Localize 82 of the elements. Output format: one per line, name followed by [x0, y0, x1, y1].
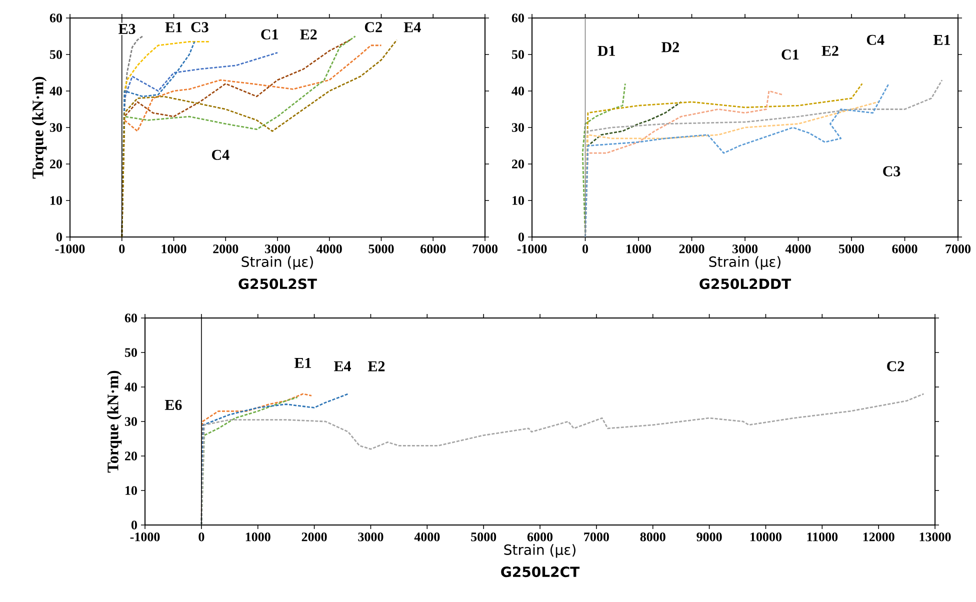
annotation: E6 — [164, 400, 182, 410]
annotation: C2 — [364, 22, 382, 32]
x-tick-label: 2000 — [679, 244, 704, 254]
x-axis-title: Strain (με) — [709, 256, 780, 270]
annotation: E1 — [934, 34, 950, 45]
x-tick-label: 3000 — [732, 244, 758, 254]
annotation: E1 — [294, 358, 311, 368]
y-tick-label: 10 — [50, 196, 62, 205]
x-tick-label: 1000 — [246, 532, 270, 542]
x-tick-label: 4000 — [785, 244, 811, 254]
x-tick-label: 6000 — [420, 244, 446, 254]
x-tick-label: 10000 — [750, 532, 782, 542]
y-tick-label: 20 — [125, 452, 137, 460]
y-tick-label: 50 — [124, 348, 137, 357]
x-tick-label: 11000 — [807, 532, 838, 542]
y-tick-label: 0 — [56, 232, 62, 242]
x-tick-label: 3000 — [358, 532, 384, 542]
y-tick-label: 50 — [50, 50, 62, 59]
x-tick-label: 8000 — [640, 532, 666, 542]
x-tick-label: 0 — [582, 244, 588, 254]
y-tick-label: 30 — [50, 123, 62, 132]
y-tick-label: 20 — [50, 160, 62, 168]
annotation: C4 — [866, 34, 884, 45]
y-tick-label: 20 — [512, 160, 524, 168]
y-tick-label: 60 — [512, 14, 524, 22]
annotation: C2 — [887, 361, 904, 372]
annotation: C3 — [883, 166, 900, 176]
text: G250L2DDT — [700, 278, 792, 290]
y-tick-label: 40 — [50, 86, 62, 96]
x-tick-label: 2000 — [302, 532, 327, 542]
text: G250L2ST — [238, 278, 317, 290]
x-tick-label: 6000 — [892, 244, 918, 254]
y-tick-label: 40 — [124, 382, 137, 392]
annotation: C3 — [191, 22, 208, 32]
x-tick-label: 3000 — [264, 244, 290, 254]
annotation: E1 — [165, 22, 182, 32]
y-axis-title: Torque (kN·m) — [32, 76, 47, 179]
y-tick-label: 30 — [512, 123, 524, 132]
x-tick-label: -1000 — [55, 244, 85, 254]
y-tick-label: 40 — [512, 86, 524, 96]
x-tick-label: 12000 — [863, 532, 894, 542]
x-tick-label: 0 — [119, 244, 125, 254]
y-tick-label: 60 — [50, 14, 62, 22]
x-tick-label: 4000 — [414, 532, 440, 542]
annotation: D2 — [662, 42, 679, 52]
annotation: E2 — [300, 29, 317, 40]
x-tick-label: -1000 — [517, 244, 547, 254]
x-tick-label: 9000 — [696, 532, 722, 542]
x-tick-label: 6000 — [527, 532, 553, 542]
annotation: E3 — [118, 24, 136, 34]
x-tick-label: 13000 — [920, 532, 951, 542]
x-tick-label: 1000 — [162, 244, 186, 254]
y-tick-label: 10 — [512, 196, 524, 205]
x-tick-label: 5000 — [471, 532, 496, 542]
x-tick-label: 0 — [198, 532, 204, 542]
y-tick-label: 0 — [131, 520, 137, 530]
annotation: E2 — [368, 361, 385, 372]
x-axis-title: Strain (με) — [504, 544, 576, 558]
annotation: C4 — [212, 150, 230, 160]
y-tick-label: 30 — [124, 417, 137, 426]
x-tick-label: 7000 — [946, 244, 971, 254]
y-tick-label: 60 — [124, 314, 137, 322]
y-tick-label: 50 — [512, 50, 524, 59]
annotation: D1 — [598, 46, 615, 56]
annotation: C1 — [261, 29, 278, 40]
x-tick-label: 4000 — [316, 244, 342, 254]
x-tick-label: 5000 — [368, 244, 394, 254]
x-tick-label: 5000 — [839, 244, 864, 254]
annotation: E4 — [334, 361, 351, 372]
x-tick-label: 7000 — [472, 244, 498, 254]
x-tick-label: 1000 — [626, 244, 652, 254]
x-axis-title: Strain (με) — [242, 256, 313, 270]
y-tick-label: 0 — [518, 232, 524, 242]
x-tick-label: -1000 — [130, 532, 160, 542]
y-tick-label: 10 — [126, 486, 137, 495]
text: G250L2CT — [501, 566, 580, 578]
y-axis-title: Torque (kN·m) — [107, 370, 122, 473]
annotation: E2 — [822, 46, 838, 56]
x-tick-label: 7000 — [584, 532, 609, 542]
annotation: C1 — [782, 50, 799, 60]
annotation: E4 — [404, 22, 421, 32]
x-tick-label: 2000 — [213, 244, 238, 254]
